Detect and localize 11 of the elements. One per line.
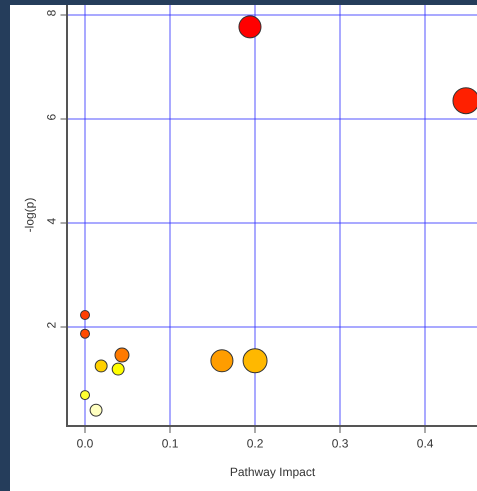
y-tick-label: 6 bbox=[44, 113, 58, 120]
x-tick-label: 0.2 bbox=[246, 436, 264, 450]
x-tick-label: 0.0 bbox=[76, 436, 94, 450]
x-tick-label: 0.4 bbox=[416, 436, 434, 450]
y-tick-label: 8 bbox=[44, 9, 58, 16]
y-tick-label: 4 bbox=[44, 217, 58, 224]
y-tick-label: 2 bbox=[44, 322, 58, 329]
x-axis-title: Pathway Impact bbox=[230, 464, 316, 479]
x-tick-label: 0.1 bbox=[162, 436, 179, 450]
x-tick-label: 0.3 bbox=[332, 436, 349, 450]
y-axis-title: -log(p) bbox=[22, 198, 36, 232]
